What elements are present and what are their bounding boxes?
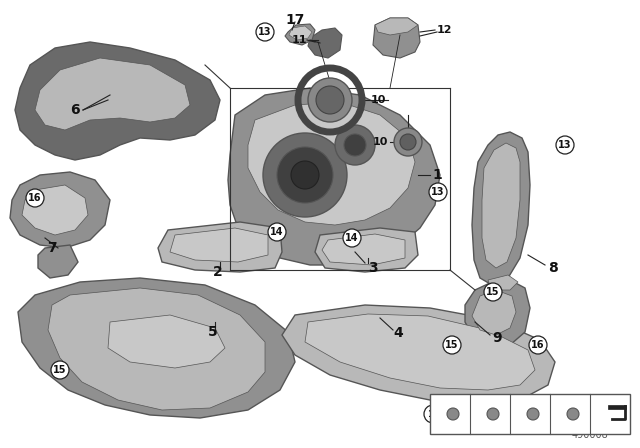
Text: 9: 9 [492,331,502,345]
Circle shape [429,183,447,201]
Text: 14: 14 [345,233,359,243]
Text: 17: 17 [285,13,305,27]
Text: 15: 15 [467,409,479,418]
Polygon shape [375,18,418,35]
Bar [430,394,630,434]
Polygon shape [322,234,405,265]
Circle shape [556,136,574,154]
Text: 16: 16 [427,409,439,418]
Circle shape [484,283,502,301]
Polygon shape [228,88,440,265]
Text: 13: 13 [547,409,559,418]
Polygon shape [465,280,530,348]
Polygon shape [38,245,78,278]
Polygon shape [48,288,265,410]
Text: 15: 15 [53,365,67,375]
Text: 11: 11 [291,35,307,45]
Circle shape [26,189,44,207]
Circle shape [316,86,344,114]
Text: 7: 7 [47,241,57,255]
Circle shape [464,405,482,423]
Text: 12: 12 [437,25,452,35]
Text: 2: 2 [213,265,223,279]
Polygon shape [15,42,220,160]
Text: 490008: 490008 [572,430,609,440]
Circle shape [424,405,442,423]
Polygon shape [315,228,418,272]
Text: 13: 13 [259,27,272,37]
Circle shape [400,134,416,150]
Text: 8: 8 [548,261,557,275]
Circle shape [308,78,352,122]
Text: 16: 16 [531,340,545,350]
Circle shape [544,405,562,423]
Text: 10: 10 [372,137,388,147]
Circle shape [291,161,319,189]
Bar [608,405,626,409]
Polygon shape [373,18,420,58]
Polygon shape [158,222,282,272]
Polygon shape [22,185,88,235]
Circle shape [529,336,547,354]
Circle shape [263,133,347,217]
Polygon shape [18,278,295,418]
Circle shape [443,336,461,354]
Polygon shape [488,275,518,290]
Polygon shape [170,228,268,262]
Polygon shape [482,143,520,268]
Circle shape [567,408,579,420]
Circle shape [343,229,361,247]
Circle shape [344,134,366,156]
Circle shape [447,408,459,420]
Polygon shape [35,58,190,130]
Text: 13: 13 [558,140,572,150]
Text: 5: 5 [208,325,218,339]
Polygon shape [285,24,315,45]
Circle shape [256,23,274,41]
Text: 15: 15 [486,287,500,297]
Circle shape [394,128,422,156]
Text: 13: 13 [431,187,445,197]
Circle shape [527,408,539,420]
Polygon shape [472,290,516,335]
Polygon shape [108,315,225,368]
Text: 14: 14 [270,227,284,237]
Circle shape [277,147,333,203]
Circle shape [335,125,375,165]
Circle shape [51,361,69,379]
Text: 10: 10 [371,95,386,105]
Polygon shape [308,28,342,58]
Polygon shape [248,102,415,225]
Circle shape [487,408,499,420]
Text: 1: 1 [432,168,442,182]
Text: 6: 6 [70,103,79,117]
Circle shape [268,223,286,241]
Polygon shape [305,314,535,390]
Polygon shape [282,305,555,405]
Polygon shape [10,172,110,248]
Polygon shape [289,26,312,40]
Text: 4: 4 [393,326,403,340]
Text: 15: 15 [445,340,459,350]
Polygon shape [472,132,530,285]
Text: 16: 16 [28,193,42,203]
Text: 14: 14 [507,409,519,418]
Text: 3: 3 [368,261,378,275]
Circle shape [504,405,522,423]
